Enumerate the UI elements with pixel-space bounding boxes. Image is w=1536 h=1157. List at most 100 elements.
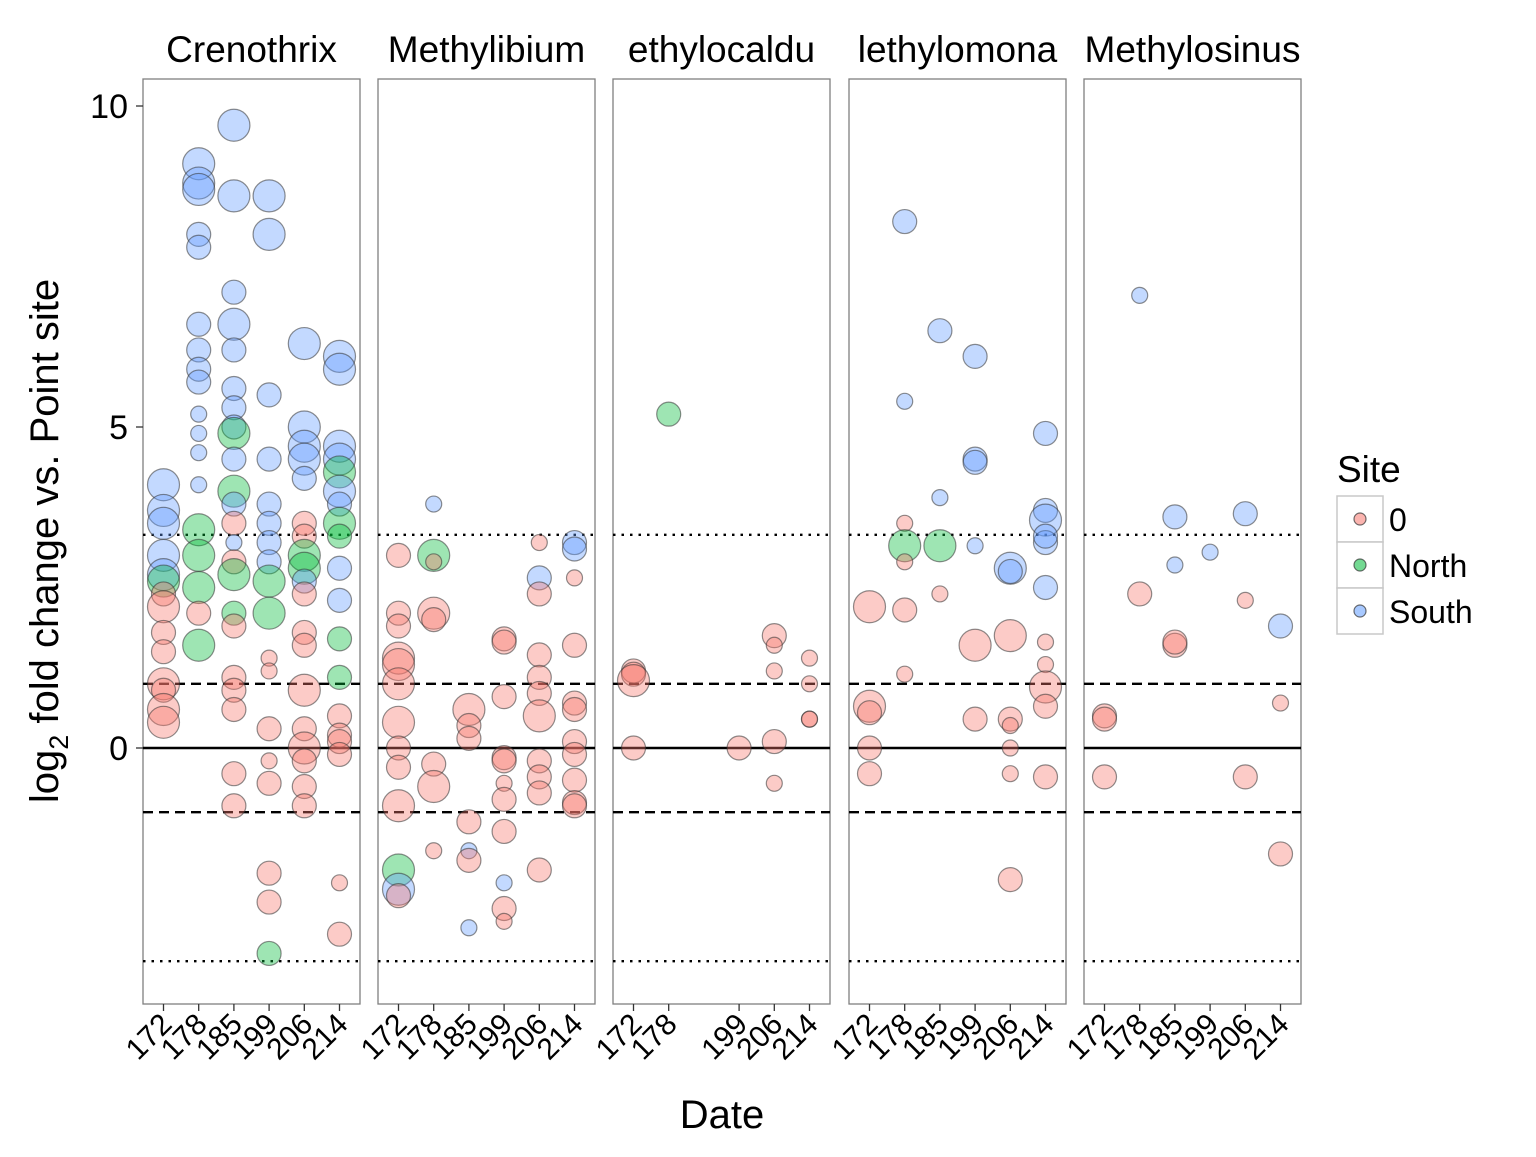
data-point [1091, 764, 1118, 790]
data-point [291, 465, 317, 491]
data-point [381, 705, 416, 739]
data-point [526, 680, 552, 707]
data-point [856, 735, 883, 761]
data-point [221, 793, 247, 819]
points-0 [146, 108, 357, 967]
data-point [287, 326, 321, 361]
data-point [1032, 497, 1059, 524]
reference-lines [1084, 533, 1301, 963]
data-point [460, 919, 478, 937]
data-point [561, 536, 588, 562]
y-tick-label: 10 [90, 88, 128, 126]
data-point [291, 632, 317, 658]
data-point [491, 629, 517, 655]
data-point [182, 172, 216, 207]
data-point [997, 558, 1023, 585]
data-point [186, 600, 212, 626]
data-point [221, 414, 247, 440]
data-point [495, 912, 513, 930]
data-point [287, 731, 321, 765]
data-point [800, 649, 819, 667]
panel-frame [377, 78, 596, 1005]
data-point [852, 590, 887, 624]
data-point [256, 529, 282, 556]
data-point [256, 940, 282, 967]
legend-title: Site [1337, 449, 1401, 490]
data-point [256, 770, 282, 796]
data-point [287, 673, 321, 707]
data-point [565, 569, 584, 587]
data-point [896, 553, 914, 571]
data-point [146, 506, 181, 540]
data-point [186, 311, 212, 337]
data-point [892, 208, 918, 235]
y-tick-label: 0 [109, 730, 128, 768]
data-point [491, 684, 517, 710]
data-point [221, 279, 247, 305]
data-point [381, 647, 416, 682]
points-4 [1091, 286, 1294, 867]
data-point [530, 533, 548, 552]
data-point [252, 179, 286, 213]
data-point [291, 581, 317, 607]
data-point [993, 619, 1027, 653]
data-point [495, 874, 513, 892]
data-point [385, 735, 412, 761]
data-point [291, 523, 317, 549]
data-point [561, 793, 588, 819]
data-point [1032, 523, 1059, 549]
data-point [326, 703, 353, 729]
data-point [620, 661, 647, 687]
data-point [287, 551, 321, 585]
data-point [252, 217, 286, 251]
data-point [561, 767, 588, 793]
data-point [150, 619, 177, 646]
panel-frame [612, 78, 831, 1005]
data-point [256, 382, 282, 408]
y-axis: 0 5 10 [90, 88, 143, 768]
data-point [150, 677, 177, 703]
data-point [322, 339, 357, 373]
data-point [962, 449, 988, 475]
data-point [561, 728, 588, 755]
data-point [221, 337, 247, 363]
data-point [1162, 629, 1188, 655]
data-point [425, 842, 443, 860]
data-point [385, 754, 412, 780]
data-point [495, 774, 513, 792]
data-point [217, 474, 251, 508]
data-point [186, 234, 212, 260]
data-point [491, 818, 517, 845]
data-point [958, 628, 992, 662]
data-point [1028, 503, 1063, 537]
data-point [1201, 543, 1219, 561]
facet-label: Methylibium [388, 29, 585, 70]
data-point [256, 510, 282, 536]
data-point [217, 416, 251, 451]
data-point [256, 549, 282, 575]
y-axis-title-main: log [23, 750, 67, 803]
data-point [761, 623, 787, 649]
points-3 [852, 208, 1063, 893]
data-point [561, 696, 588, 723]
data-point [221, 664, 247, 690]
y-axis-title-subscript: 2 [44, 735, 74, 750]
data-point [852, 689, 887, 723]
data-point [260, 662, 278, 680]
data-point [1032, 420, 1059, 447]
reference-lines [849, 533, 1066, 963]
data-point [896, 514, 914, 532]
data-point [993, 551, 1027, 585]
data-point [561, 632, 588, 658]
data-point [522, 699, 556, 733]
data-point [217, 558, 251, 592]
data-point [966, 537, 984, 555]
data-point [726, 735, 752, 761]
data-point [997, 706, 1023, 732]
data-point [256, 889, 282, 915]
